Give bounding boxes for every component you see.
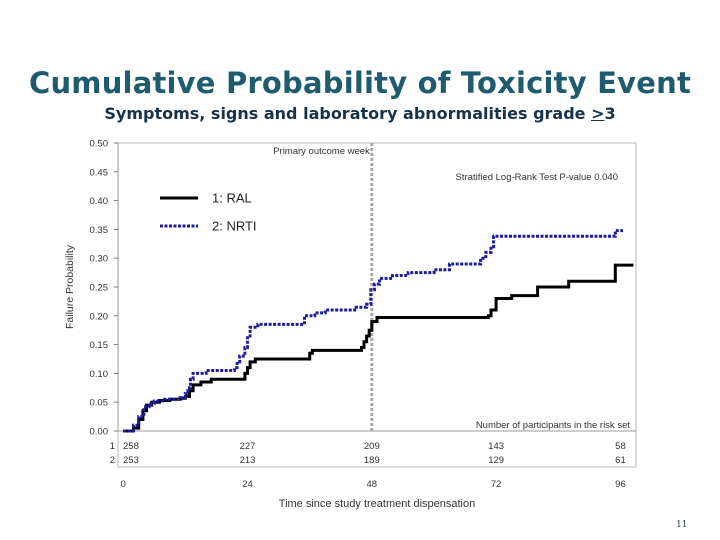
slide-subtitle: Symptoms, signs and laboratory abnormali… [0,104,720,123]
y-tick-label: 0.40 [90,196,109,207]
risk-row-label: 2 [110,455,115,466]
x-tick-label: 48 [367,479,378,490]
x-tick-label: 72 [491,479,502,490]
slide-page-number: 11 [676,520,688,530]
y-tick-label: 0.15 [90,340,109,351]
risk-cell: 213 [240,455,256,466]
chart-frame [117,142,637,468]
x-tick-label: 96 [615,479,626,490]
series-line-nrti [123,229,623,433]
legend-label-ral: 1: RAL [212,191,252,206]
y-tick-label: 0.35 [90,225,109,236]
legend-label-nrti: 2: NRTI [212,219,257,234]
y-tick-label: 0.05 [90,398,109,409]
risk-cell: 258 [123,441,139,452]
y-tick-label: 0.00 [90,427,109,438]
pvalue-annotation: Stratified Log-Rank Test P-value 0.040 [456,172,618,183]
y-tick-label: 0.25 [90,283,109,294]
slide-title: Cumulative Probability of Toxicity Event [28,66,692,100]
y-tick-label: 0.10 [90,369,109,380]
risk-cell: 143 [488,441,504,452]
subtitle-prefix: Symptoms, signs and laboratory abnormali… [104,104,592,123]
y-axis-ticks: 0.00 0.05 0.10 0.15 0.20 0.25 0.30 0.35 0.40 0.45… [90,139,118,438]
y-tick-label: 0.30 [90,254,109,265]
subtitle-value: 3 [604,104,616,123]
risk-cell: 58 [615,441,626,452]
reference-line-label: Primary outcome week [273,146,370,157]
x-axis-label: Time since study treatment dispensation [279,498,475,510]
x-tick-label: 24 [242,479,253,490]
risk-cell: 253 [123,455,139,466]
risk-table: 1 258 227 209 143 58 2 253 213 189 129 61 [110,441,626,466]
x-tick-label: 0 [121,479,126,490]
risk-cell: 227 [240,441,256,452]
risk-cell: 189 [364,455,380,466]
y-axis-label: Failure Probability [64,244,76,329]
y-tick-label: 0.45 [90,167,109,178]
risk-cell: 209 [364,441,380,452]
series-layer [123,229,634,433]
risk-cell: 129 [488,455,504,466]
y-tick-label: 0.50 [90,139,109,150]
series-line-ral [123,263,634,433]
reference-line-group: Primary outcome week [273,143,374,431]
subtitle-ge-symbol: > [591,104,605,123]
x-axis-ticks: 0 24 48 72 96 [121,479,626,490]
risk-set-title: Number of participants in the risk set [476,420,631,431]
risk-cell: 61 [615,455,626,466]
risk-row-label: 1 [110,441,115,452]
y-tick-label: 0.20 [90,311,109,322]
chart-legend: 1: RAL 2: NRTI [160,191,257,234]
